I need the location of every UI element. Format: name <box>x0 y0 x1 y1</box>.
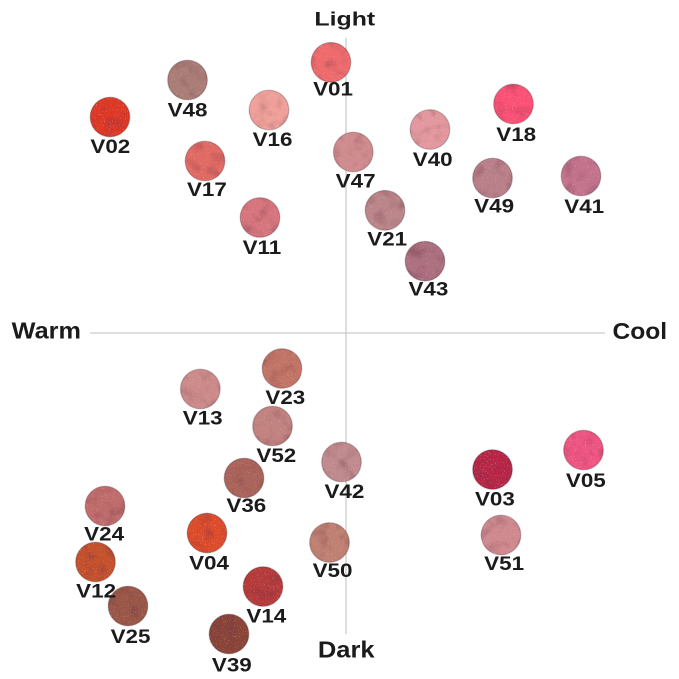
svg-text:V13: V13 <box>183 408 223 429</box>
svg-text:Warm: Warm <box>12 319 81 345</box>
svg-text:V25: V25 <box>111 627 151 648</box>
svg-text:V39: V39 <box>212 655 252 676</box>
svg-text:V50: V50 <box>313 561 353 582</box>
svg-text:V11: V11 <box>243 237 282 258</box>
svg-text:V40: V40 <box>413 150 453 171</box>
svg-text:V04: V04 <box>189 553 229 574</box>
svg-text:V24: V24 <box>84 524 124 545</box>
svg-text:V17: V17 <box>187 179 227 200</box>
svg-text:V16: V16 <box>253 130 293 151</box>
svg-text:V51: V51 <box>484 554 524 575</box>
svg-text:Cool: Cool <box>612 319 667 345</box>
svg-text:V02: V02 <box>90 137 130 158</box>
svg-text:Light: Light <box>314 8 375 29</box>
svg-text:V43: V43 <box>408 279 448 300</box>
svg-text:V42: V42 <box>324 482 364 503</box>
svg-text:V03: V03 <box>475 489 515 510</box>
svg-text:V41: V41 <box>564 197 604 218</box>
svg-text:V23: V23 <box>265 388 305 409</box>
svg-text:V48: V48 <box>168 100 208 121</box>
svg-text:V21: V21 <box>367 229 407 250</box>
svg-text:V12: V12 <box>76 581 116 602</box>
svg-text:V18: V18 <box>496 124 536 145</box>
svg-text:V52: V52 <box>256 446 296 467</box>
svg-text:V49: V49 <box>474 196 514 217</box>
svg-text:Dark: Dark <box>318 638 375 664</box>
svg-text:V14: V14 <box>246 606 286 627</box>
svg-text:V47: V47 <box>336 171 376 192</box>
svg-text:V05: V05 <box>566 471 606 492</box>
svg-text:V01: V01 <box>313 79 353 100</box>
svg-text:V36: V36 <box>226 496 266 517</box>
